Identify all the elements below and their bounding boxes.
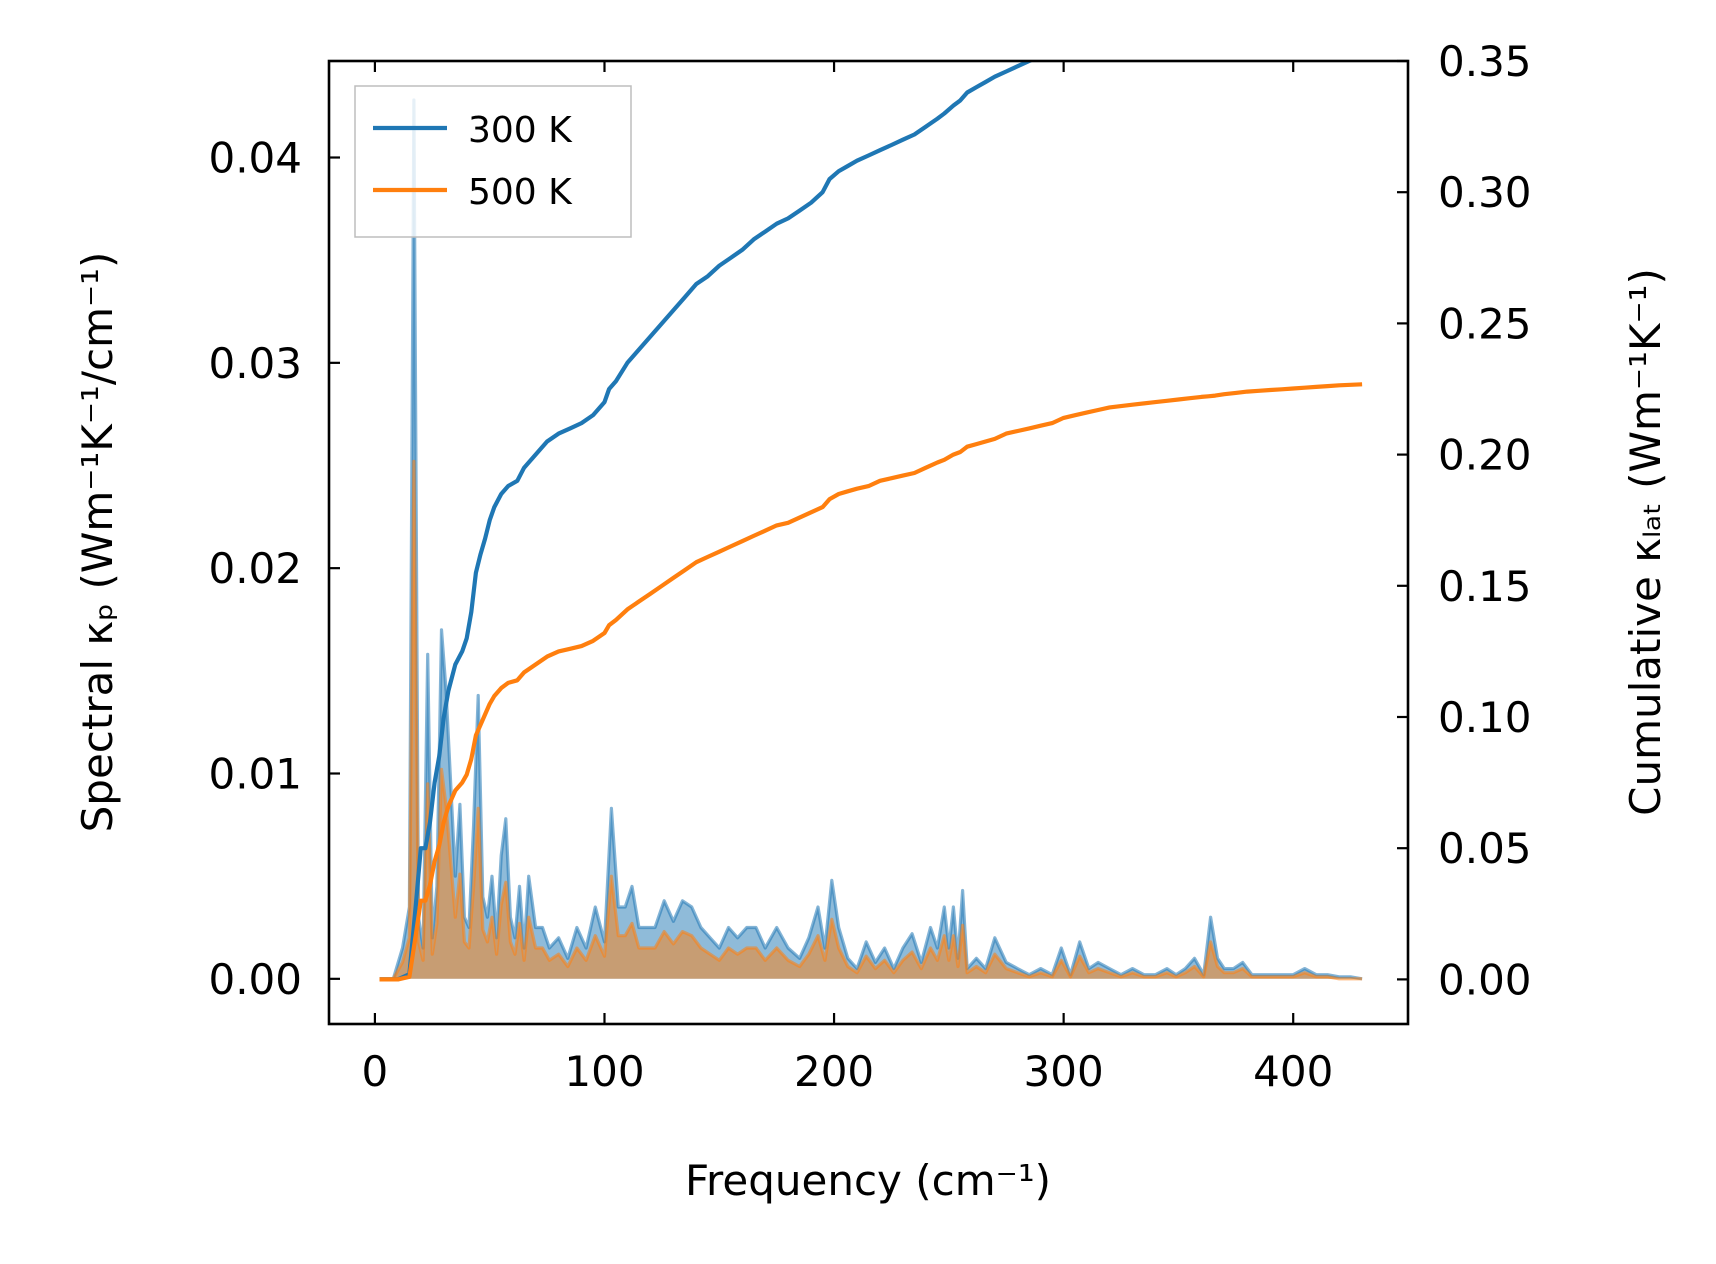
x-axis-label: Frequency (cm⁻¹) xyxy=(685,1156,1051,1205)
left-y-tick-label: 0.01 xyxy=(208,749,302,798)
left-y-axis-label: Spectral κₚ (Wm⁻¹K⁻¹/cm⁻¹) xyxy=(73,252,122,833)
left-y-tick-label: 0.04 xyxy=(208,134,302,183)
x-tick-label: 200 xyxy=(794,1047,874,1096)
x-tick-label: 100 xyxy=(564,1047,644,1096)
left-y-tick-label: 0.00 xyxy=(208,955,302,1004)
right-y-tick-label: 0.30 xyxy=(1438,168,1532,217)
right-y-tick-label: 0.20 xyxy=(1438,431,1532,480)
spectral-line-500k xyxy=(379,459,1363,981)
right-y-tick-label: 0.25 xyxy=(1438,299,1532,348)
legend-frame xyxy=(354,85,632,238)
left-y-tick-label: 0.02 xyxy=(208,544,302,593)
x-tick-label: 400 xyxy=(1253,1047,1333,1096)
x-tick-label: 0 xyxy=(362,1047,389,1096)
x-tick-label: 300 xyxy=(1024,1047,1104,1096)
spectral-area-500k xyxy=(379,461,1363,979)
right-y-tick-label: 0.00 xyxy=(1438,955,1532,1004)
plot-frame xyxy=(327,59,1410,1026)
cumulative-line-500k xyxy=(379,382,1363,982)
legend-label-300k: 300 K xyxy=(468,110,573,151)
right-y-axis-label: Cumulative κₗₐₜ (Wm⁻¹K⁻¹) xyxy=(1621,268,1670,816)
right-y-tick-label: 0.05 xyxy=(1438,824,1532,873)
cumulative-line-300k xyxy=(379,61,1035,982)
right-y-tick-label: 0.10 xyxy=(1438,693,1532,742)
spectral-line-300k xyxy=(379,98,1363,981)
right-y-tick-label: 0.15 xyxy=(1438,562,1532,611)
plot-data-layer xyxy=(379,61,1363,982)
legend: 300 K 500 K xyxy=(354,85,632,238)
axes-layer: 0 100 200 300 400 0.00 0.01 0.02 0.03 0.04 0.00 0.0… xyxy=(208,37,1531,1096)
right-y-tick-label: 0.35 xyxy=(1438,37,1532,86)
legend-label-500k: 500 K xyxy=(468,172,573,213)
left-y-tick-label: 0.03 xyxy=(208,339,302,388)
